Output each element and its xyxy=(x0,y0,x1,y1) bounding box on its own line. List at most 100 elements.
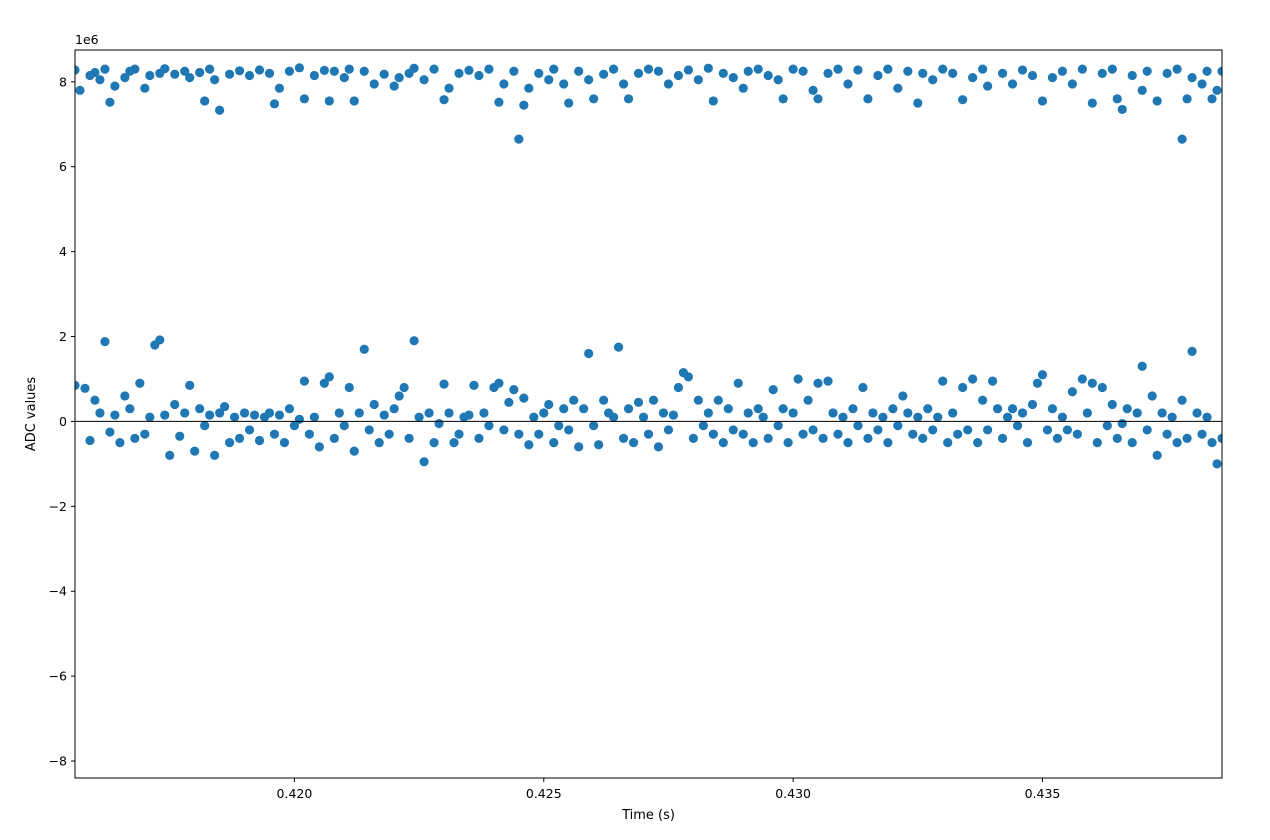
data-point xyxy=(95,408,105,418)
data-point xyxy=(1097,382,1107,393)
data-point xyxy=(274,410,285,420)
data-point xyxy=(1107,64,1117,74)
data-point xyxy=(544,75,554,85)
data-point xyxy=(200,421,210,431)
data-point xyxy=(514,134,524,144)
data-point xyxy=(1112,94,1122,104)
data-point xyxy=(943,438,953,448)
data-point xyxy=(1142,66,1152,76)
data-point xyxy=(339,421,349,431)
data-point xyxy=(175,431,185,441)
data-point xyxy=(514,429,524,439)
data-point xyxy=(728,72,738,83)
data-point xyxy=(1127,438,1137,448)
data-point xyxy=(883,438,893,448)
data-point xyxy=(923,404,933,414)
data-point xyxy=(279,438,290,448)
data-point xyxy=(898,391,908,401)
data-point xyxy=(1132,408,1142,418)
data-point xyxy=(1187,346,1197,356)
data-point xyxy=(823,376,833,386)
data-point xyxy=(623,404,634,414)
data-point xyxy=(928,425,938,435)
data-point xyxy=(1192,408,1202,418)
data-point xyxy=(1177,395,1187,405)
data-point xyxy=(653,442,664,452)
data-point xyxy=(908,429,918,439)
data-point xyxy=(973,438,983,448)
data-point xyxy=(524,440,534,450)
data-point xyxy=(210,75,220,85)
data-point xyxy=(519,393,529,403)
data-point xyxy=(599,395,609,405)
data-point xyxy=(688,433,698,444)
data-point xyxy=(1207,438,1217,448)
data-point xyxy=(928,75,938,85)
data-point xyxy=(728,425,738,435)
y-tick-label: −8 xyxy=(49,754,67,769)
data-point xyxy=(1007,404,1018,414)
data-point xyxy=(294,63,305,73)
data-point xyxy=(953,429,963,439)
data-point xyxy=(1077,374,1087,384)
data-point xyxy=(1087,378,1097,388)
data-point xyxy=(893,83,903,93)
data-point xyxy=(733,378,743,388)
data-point xyxy=(633,397,644,407)
data-point xyxy=(738,83,748,93)
data-point xyxy=(304,429,314,439)
data-point xyxy=(299,94,309,104)
data-point xyxy=(389,81,399,91)
data-point xyxy=(334,408,344,418)
data-point xyxy=(643,64,654,74)
data-point xyxy=(289,421,300,431)
data-point xyxy=(509,66,519,76)
data-point xyxy=(633,68,644,78)
data-point xyxy=(1067,387,1077,397)
data-point xyxy=(738,429,748,439)
data-point xyxy=(1127,70,1137,81)
y-tick-label: 6 xyxy=(59,159,67,174)
data-point xyxy=(992,404,1003,414)
data-point xyxy=(244,425,255,435)
data-point xyxy=(1037,370,1048,380)
data-point xyxy=(244,70,255,81)
data-point xyxy=(693,75,703,85)
data-point xyxy=(808,425,818,435)
data-point xyxy=(1027,399,1038,410)
data-point xyxy=(833,429,843,439)
data-point xyxy=(100,337,110,347)
data-point xyxy=(813,378,823,388)
data-point xyxy=(494,97,504,107)
y-tick-label: −2 xyxy=(49,499,67,514)
data-point xyxy=(135,378,145,388)
data-point xyxy=(354,408,364,418)
data-point xyxy=(215,408,225,418)
data-point xyxy=(589,421,599,431)
data-point xyxy=(100,64,110,74)
x-tick-label: 0.430 xyxy=(775,786,811,801)
data-point xyxy=(663,425,674,435)
data-point xyxy=(1172,64,1182,74)
data-point xyxy=(115,438,125,448)
data-point xyxy=(623,94,634,104)
data-point xyxy=(708,96,718,106)
data-point xyxy=(185,380,195,390)
data-point xyxy=(608,64,619,74)
data-point xyxy=(1042,425,1053,435)
data-point xyxy=(613,342,624,352)
data-point xyxy=(254,65,265,75)
data-point xyxy=(264,408,275,418)
x-tick-label: 0.420 xyxy=(277,786,313,801)
data-point xyxy=(793,374,803,384)
data-point xyxy=(988,376,998,386)
data-point xyxy=(299,376,309,386)
data-point xyxy=(1212,459,1222,469)
data-point xyxy=(1097,68,1107,78)
data-point xyxy=(1002,412,1013,422)
data-point xyxy=(464,65,474,75)
data-point xyxy=(753,404,763,414)
data-point xyxy=(1047,72,1058,83)
data-point xyxy=(454,429,464,439)
data-point xyxy=(768,384,778,395)
